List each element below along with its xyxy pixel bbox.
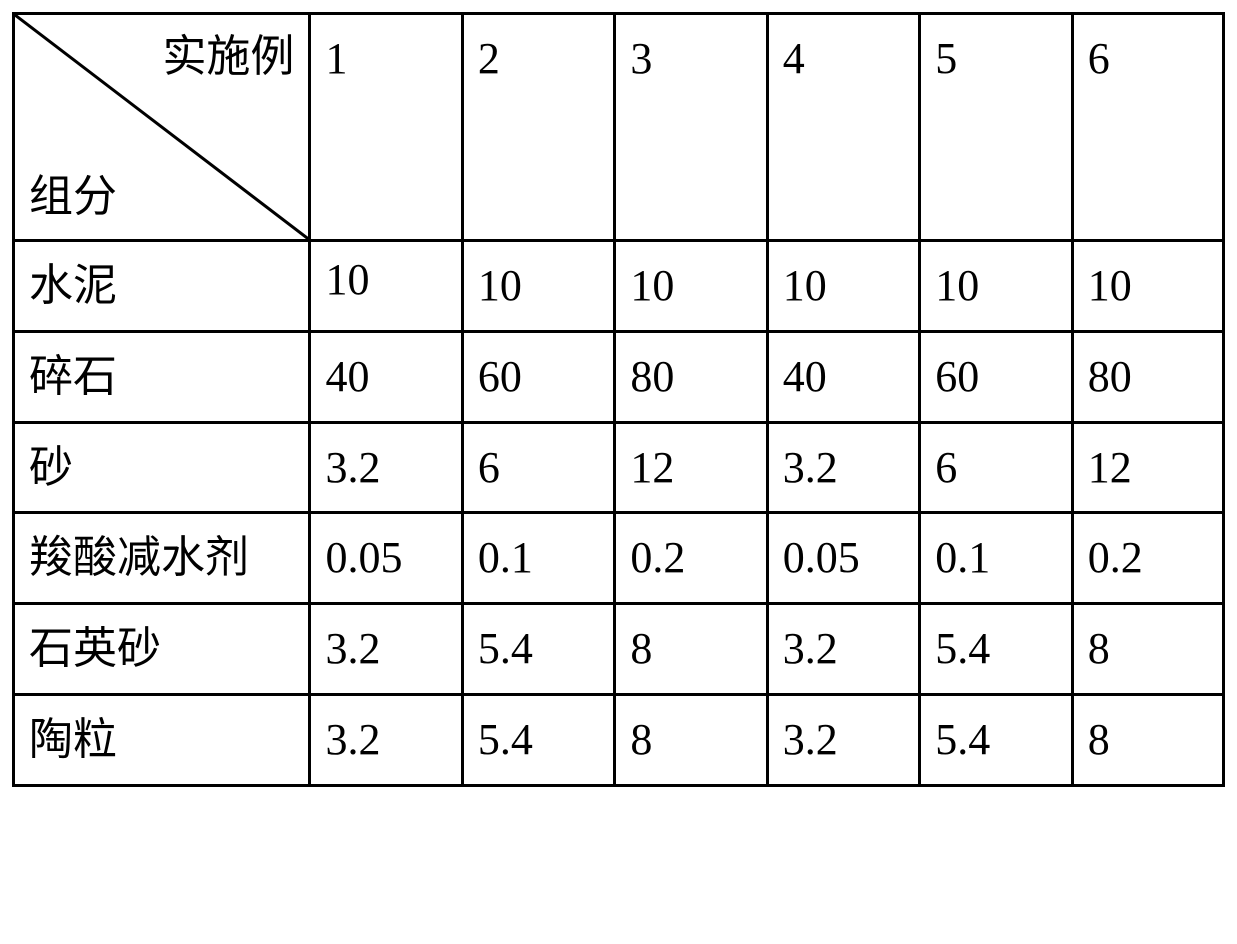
table-cell: 3.2 — [310, 604, 462, 695]
table-cell: 0.05 — [767, 513, 919, 604]
column-header: 4 — [767, 14, 919, 241]
table-cell: 12 — [615, 422, 767, 513]
table-cell: 60 — [920, 331, 1072, 422]
column-header: 6 — [1072, 14, 1223, 241]
column-header: 2 — [462, 14, 614, 241]
column-header: 1 — [310, 14, 462, 241]
table-cell: 80 — [615, 331, 767, 422]
table-row: 陶粒 3.2 5.4 8 3.2 5.4 8 — [14, 694, 1224, 785]
table-cell: 10 — [767, 241, 919, 332]
table-cell: 40 — [310, 331, 462, 422]
table-cell: 80 — [1072, 331, 1223, 422]
table-cell: 10 — [1072, 241, 1223, 332]
table-cell: 8 — [615, 604, 767, 695]
table-row: 水泥 10 10 10 10 10 10 — [14, 241, 1224, 332]
table-cell: 8 — [1072, 694, 1223, 785]
header-top-label: 实施例 — [162, 25, 294, 89]
table-cell: 0.05 — [310, 513, 462, 604]
composition-table: 实施例 组分 1 2 3 4 5 6 水泥 10 10 10 10 10 10 … — [12, 12, 1225, 787]
row-label: 石英砂 — [14, 604, 310, 695]
table-cell: 0.2 — [1072, 513, 1223, 604]
table-cell: 10 — [920, 241, 1072, 332]
table-cell: 3.2 — [767, 694, 919, 785]
table-row: 石英砂 3.2 5.4 8 3.2 5.4 8 — [14, 604, 1224, 695]
table-header-row: 实施例 组分 1 2 3 4 5 6 — [14, 14, 1224, 241]
table-cell: 5.4 — [462, 694, 614, 785]
table-cell: 3.2 — [310, 422, 462, 513]
table-cell: 5.4 — [920, 694, 1072, 785]
row-label: 陶粒 — [14, 694, 310, 785]
column-header: 3 — [615, 14, 767, 241]
table-cell: 0.1 — [462, 513, 614, 604]
table-row: 砂 3.2 6 12 3.2 6 12 — [14, 422, 1224, 513]
table-cell: 10 — [462, 241, 614, 332]
row-label: 砂 — [14, 422, 310, 513]
table-cell: 3.2 — [767, 422, 919, 513]
table-cell: 10 — [310, 241, 462, 332]
table-row: 碎石 40 60 80 40 60 80 — [14, 331, 1224, 422]
table-cell: 8 — [1072, 604, 1223, 695]
table-cell: 3.2 — [767, 604, 919, 695]
table-row: 羧酸减水剂 0.05 0.1 0.2 0.05 0.1 0.2 — [14, 513, 1224, 604]
table-cell: 0.1 — [920, 513, 1072, 604]
table-cell: 6 — [920, 422, 1072, 513]
table-cell: 6 — [462, 422, 614, 513]
column-header: 5 — [920, 14, 1072, 241]
header-diagonal-cell: 实施例 组分 — [14, 14, 310, 241]
table-cell: 12 — [1072, 422, 1223, 513]
row-label: 水泥 — [14, 241, 310, 332]
header-bottom-label: 组分 — [29, 165, 117, 229]
row-label: 碎石 — [14, 331, 310, 422]
table-cell: 40 — [767, 331, 919, 422]
table-cell: 0.2 — [615, 513, 767, 604]
table-cell: 8 — [615, 694, 767, 785]
table-cell: 3.2 — [310, 694, 462, 785]
table-cell: 10 — [615, 241, 767, 332]
row-label: 羧酸减水剂 — [14, 513, 310, 604]
table-cell: 60 — [462, 331, 614, 422]
table-cell: 5.4 — [920, 604, 1072, 695]
table-cell: 5.4 — [462, 604, 614, 695]
